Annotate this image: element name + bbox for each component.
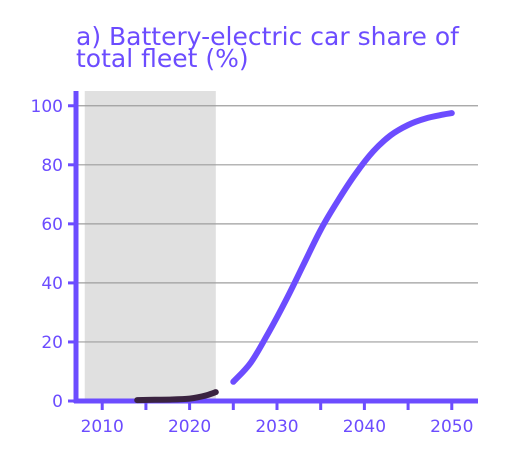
- x-tick-label-2040: 2040: [343, 417, 386, 437]
- series-line-0: [134, 389, 219, 404]
- x-tick-label-2010: 2010: [81, 417, 124, 437]
- y-tick-label-20: 20: [41, 333, 63, 353]
- y-tick-label-0: 0: [52, 392, 63, 412]
- x-tick-label-2030: 2030: [255, 417, 298, 437]
- historical-shading: [84, 91, 216, 401]
- y-tick-label-80: 80: [41, 156, 63, 176]
- x-tick-label-2020: 2020: [168, 417, 211, 437]
- chart-title-line-2: total fleet (%): [76, 44, 249, 73]
- chart-title-line-1: a) Battery-electric car share of: [76, 22, 459, 51]
- y-tick-label-60: 60: [41, 215, 63, 235]
- y-tick-label-100: 100: [31, 97, 63, 117]
- y-tick-label-40: 40: [41, 274, 63, 294]
- x-tick-label-2050: 2050: [430, 417, 473, 437]
- series-line-1: [230, 110, 455, 385]
